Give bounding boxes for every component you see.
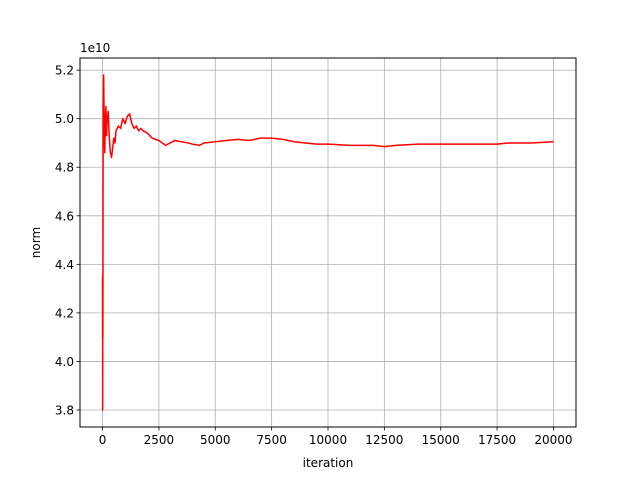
y-tick-label: 4.6 bbox=[55, 209, 74, 223]
x-tick-label: 7500 bbox=[256, 433, 287, 447]
y-axis-ticks: 3.8 4.0 4.2 4.4 4.6 4.8 5.0 5.2 bbox=[55, 64, 80, 418]
y-tick-label: 5.2 bbox=[55, 64, 74, 78]
y-tick-label: 3.8 bbox=[55, 404, 74, 418]
y-tick-label: 5.0 bbox=[55, 112, 74, 126]
x-axis-ticks: 0 2500 5000 7500 10000 12500 15000 17500 20000 bbox=[99, 427, 573, 447]
y-tick-label: 4.4 bbox=[55, 258, 74, 272]
x-tick-label: 17500 bbox=[478, 433, 516, 447]
x-tick-label: 10000 bbox=[309, 433, 347, 447]
y-tick-label: 4.8 bbox=[55, 161, 74, 175]
grid-lines bbox=[80, 58, 576, 427]
x-tick-label: 5000 bbox=[200, 433, 231, 447]
series-layer bbox=[101, 74, 554, 411]
x-tick-label: 0 bbox=[99, 433, 107, 447]
series-line bbox=[101, 74, 554, 411]
y-offset-label: 1e10 bbox=[80, 41, 110, 55]
y-axis-label: norm bbox=[29, 227, 43, 258]
x-tick-label: 20000 bbox=[534, 433, 572, 447]
x-tick-label: 12500 bbox=[365, 433, 403, 447]
y-tick-label: 4.2 bbox=[55, 306, 74, 320]
x-axis-label: iteration bbox=[303, 456, 354, 470]
x-tick-label: 15000 bbox=[422, 433, 460, 447]
x-tick-label: 2500 bbox=[144, 433, 175, 447]
y-tick-label: 4.0 bbox=[55, 355, 74, 369]
